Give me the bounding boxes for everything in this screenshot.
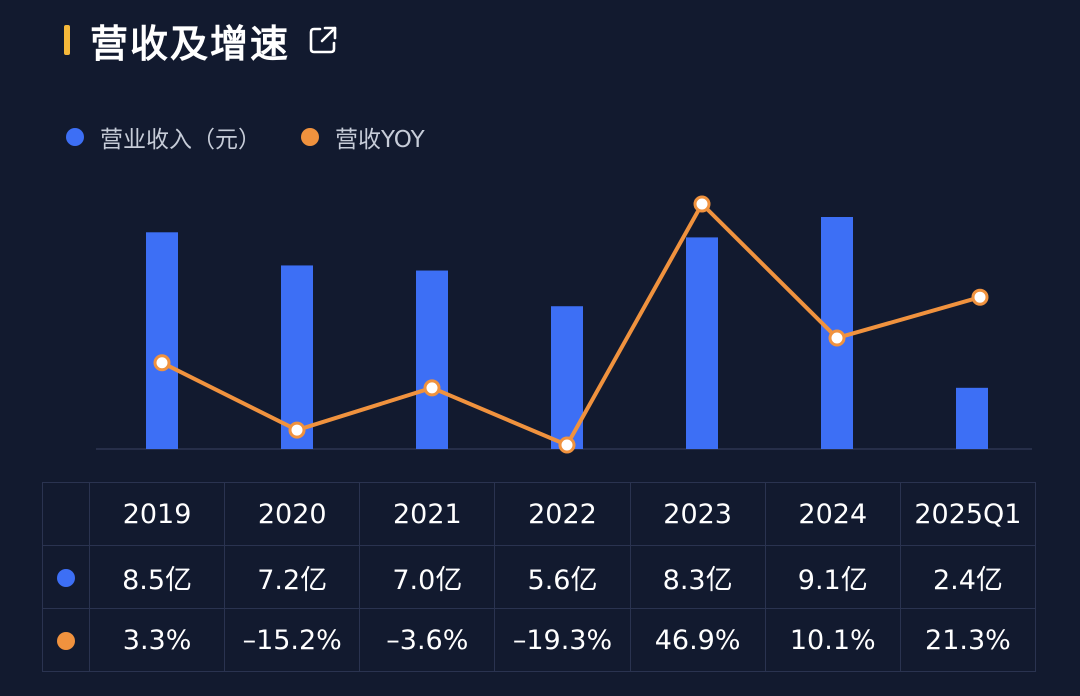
- table-corner-cell: [42, 482, 90, 546]
- table-year-cell: 2020: [224, 482, 361, 546]
- yoy-point-2020[interactable]: [288, 421, 306, 439]
- accent-bar: [64, 25, 70, 55]
- yoy-point-2019[interactable]: [153, 354, 171, 372]
- table-revenue-cell: 7.0亿: [359, 545, 496, 609]
- revenue-bar-2023[interactable]: [686, 237, 718, 449]
- table-year-cell: 2023: [629, 482, 766, 546]
- table-revenue-cell: 2.4亿: [899, 545, 1037, 609]
- table-row-marker-revenue: [42, 545, 90, 609]
- table-revenue-cell: 5.6亿: [494, 545, 631, 609]
- table-yoy-cell: –19.3%: [494, 608, 631, 672]
- table-year-cell: 2022: [494, 482, 631, 546]
- revenue-bar-2019[interactable]: [146, 232, 178, 449]
- yoy-point-2025Q1[interactable]: [971, 288, 989, 306]
- table-row-revenue: 8.5亿 7.2亿 7.0亿 5.6亿 8.3亿 9.1亿 2.4亿: [42, 545, 1037, 609]
- yoy-point-2024[interactable]: [828, 329, 846, 347]
- legend-label-yoy: 营收YOY: [335, 127, 425, 153]
- legend-dot-yoy: [301, 128, 319, 146]
- revenue-bar-2021[interactable]: [416, 270, 448, 449]
- revenue-bar-2025Q1[interactable]: [956, 387, 988, 449]
- table-year-cell: 2025Q1: [899, 482, 1037, 546]
- chart-title: 营收及增速: [90, 21, 291, 66]
- table-yoy-cell: –15.2%: [224, 608, 361, 672]
- table-revenue-cell: 8.3亿: [629, 545, 766, 609]
- legend-item-revenue[interactable]: 营业收入（元）: [66, 120, 261, 154]
- chart-header: 营收及增速: [64, 14, 340, 66]
- table-year-cell: 2019: [88, 482, 226, 546]
- table-revenue-cell: 8.5亿: [88, 545, 226, 609]
- yoy-point-2021[interactable]: [423, 379, 441, 397]
- table-yoy-cell: 21.3%: [899, 608, 1037, 672]
- table-yoy-cell: 10.1%: [764, 608, 901, 672]
- table-revenue-cell: 9.1亿: [764, 545, 901, 609]
- table-yoy-cell: 46.9%: [629, 608, 766, 672]
- chart-plot: [96, 195, 1032, 454]
- table-year-cell: 2024: [764, 482, 901, 546]
- table-row-yoy: 3.3% –15.2% –3.6% –19.3% 46.9% 10.1% 21.…: [42, 608, 1037, 672]
- table-row-marker-yoy: [42, 608, 90, 672]
- yoy-point-2022[interactable]: [558, 436, 576, 454]
- legend-dot-revenue: [66, 128, 84, 146]
- external-link-icon[interactable]: [306, 23, 340, 57]
- table-row-years: 2019 2020 2021 2022 2023 2024 2025Q1: [42, 482, 1037, 546]
- chart-legend: 营业收入（元） 营收YOY: [66, 120, 465, 154]
- table-yoy-cell: –3.6%: [359, 608, 496, 672]
- data-table: 2019 2020 2021 2022 2023 2024 2025Q1 8.5…: [42, 482, 1037, 672]
- yoy-point-2023[interactable]: [693, 195, 711, 213]
- table-year-cell: 2021: [359, 482, 496, 546]
- legend-item-yoy[interactable]: 营收YOY: [301, 120, 425, 154]
- legend-label-revenue: 营业收入（元）: [100, 127, 261, 153]
- revenue-bar-2020[interactable]: [281, 265, 313, 449]
- table-yoy-cell: 3.3%: [88, 608, 226, 672]
- table-revenue-cell: 7.2亿: [224, 545, 361, 609]
